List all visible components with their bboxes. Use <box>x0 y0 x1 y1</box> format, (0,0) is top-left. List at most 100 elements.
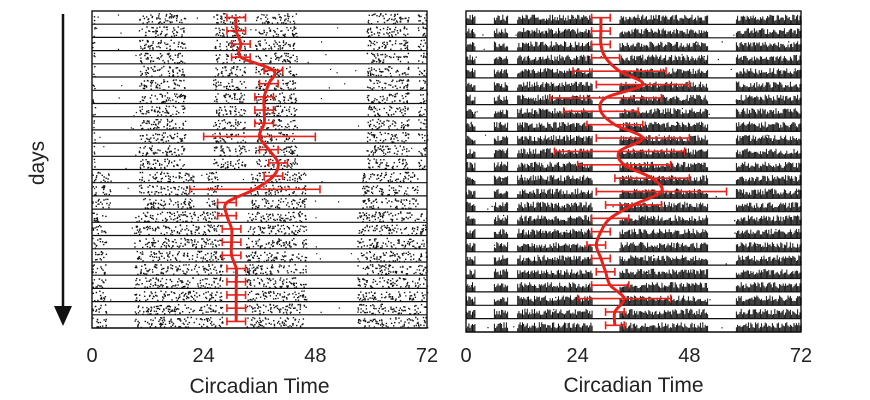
activity-marks <box>92 39 428 51</box>
day-row <box>466 268 802 280</box>
day-row <box>466 41 802 52</box>
day-row <box>92 65 428 78</box>
activity-marks <box>92 224 427 236</box>
x-axis-title: Circadian Time <box>563 374 703 397</box>
day-row <box>466 148 802 159</box>
activity-marks <box>466 41 802 52</box>
actogram-panel-left: 0 24 48 72 Circadian Time <box>86 10 438 398</box>
activity-marks <box>466 322 802 332</box>
activity-marks <box>466 148 802 159</box>
x-tick-label: 48 <box>678 345 700 367</box>
activity-marks <box>92 290 429 302</box>
activity-marks <box>466 121 802 132</box>
activity-marks <box>93 13 428 25</box>
day-row <box>466 242 802 253</box>
day-row <box>92 158 427 171</box>
activity-marks <box>466 201 802 212</box>
day-row <box>466 255 802 266</box>
day-row <box>92 277 429 289</box>
activity-marks <box>466 108 802 118</box>
activity-marks <box>466 228 802 239</box>
day-row <box>92 26 427 39</box>
day-row <box>92 92 429 105</box>
day-row <box>92 264 428 276</box>
actogram-frame <box>465 10 802 333</box>
activity-marks <box>466 308 802 319</box>
activity-marks <box>466 242 802 252</box>
day-row <box>92 250 428 263</box>
day-row <box>466 108 802 119</box>
activity-marks <box>92 237 428 250</box>
day-row <box>466 228 802 239</box>
day-row <box>466 14 802 25</box>
day-row <box>92 316 429 329</box>
day-row <box>466 201 802 213</box>
day-row <box>466 94 802 106</box>
activity-marks <box>94 250 428 263</box>
onset-error-bar <box>604 321 625 330</box>
activity-marks <box>92 211 428 223</box>
day-row <box>92 198 427 210</box>
activity-marks <box>466 54 802 65</box>
day-row <box>92 237 428 250</box>
activity-marks <box>466 282 802 292</box>
day-row <box>466 81 802 92</box>
activity-marks <box>92 316 429 329</box>
day-row <box>466 161 802 173</box>
day-row <box>466 282 802 293</box>
activity-marks <box>466 188 802 199</box>
day-row <box>466 308 802 320</box>
activity-marks <box>466 134 802 145</box>
activity-marks <box>92 92 429 104</box>
activity-marks <box>466 255 802 266</box>
onset-curve <box>223 17 280 322</box>
activity-marks <box>92 105 428 117</box>
x-tick-label: 72 <box>416 345 438 367</box>
day-row <box>92 224 427 237</box>
day-row <box>92 184 427 197</box>
activity-marks <box>93 158 426 170</box>
x-tick-label: 24 <box>567 345 589 367</box>
day-row <box>92 171 427 184</box>
activity-marks <box>92 79 428 91</box>
x-axis-title: Circadian Time <box>189 375 329 398</box>
activity-marks <box>466 161 802 172</box>
day-row <box>92 105 428 118</box>
day-row <box>92 13 428 25</box>
onset-curve <box>594 17 664 326</box>
day-row <box>466 188 802 199</box>
day-row <box>466 322 802 333</box>
x-tick-label: 0 <box>460 345 471 367</box>
actogram-panel-right: 0 24 48 72 Circadian Time <box>460 10 812 397</box>
day-row <box>466 54 802 66</box>
day-row <box>466 121 802 132</box>
day-row <box>466 295 802 306</box>
day-row <box>92 52 428 65</box>
activity-marks <box>466 81 802 92</box>
activity-marks <box>93 26 427 38</box>
activity-marks <box>466 28 802 38</box>
activity-marks <box>92 171 419 184</box>
activity-marks <box>92 198 419 210</box>
activity-marks <box>466 268 802 279</box>
activity-marks <box>92 303 427 316</box>
days-axis: days <box>26 14 72 326</box>
day-row <box>92 290 429 303</box>
onset-error-bar <box>590 13 612 22</box>
x-tick-label: 48 <box>304 345 326 367</box>
activity-marks <box>93 65 428 78</box>
day-row <box>92 79 428 91</box>
activity-marks <box>466 94 802 105</box>
day-row <box>466 214 802 226</box>
activity-marks <box>466 295 802 306</box>
activity-marks <box>466 174 802 185</box>
activity-marks <box>92 277 429 289</box>
day-row <box>92 211 428 223</box>
day-row <box>466 174 802 186</box>
days-axis-label: days <box>26 141 49 185</box>
days-axis-arrowhead <box>54 306 72 326</box>
activity-marks <box>466 68 802 78</box>
activity-marks <box>92 184 419 197</box>
day-row <box>92 303 427 316</box>
